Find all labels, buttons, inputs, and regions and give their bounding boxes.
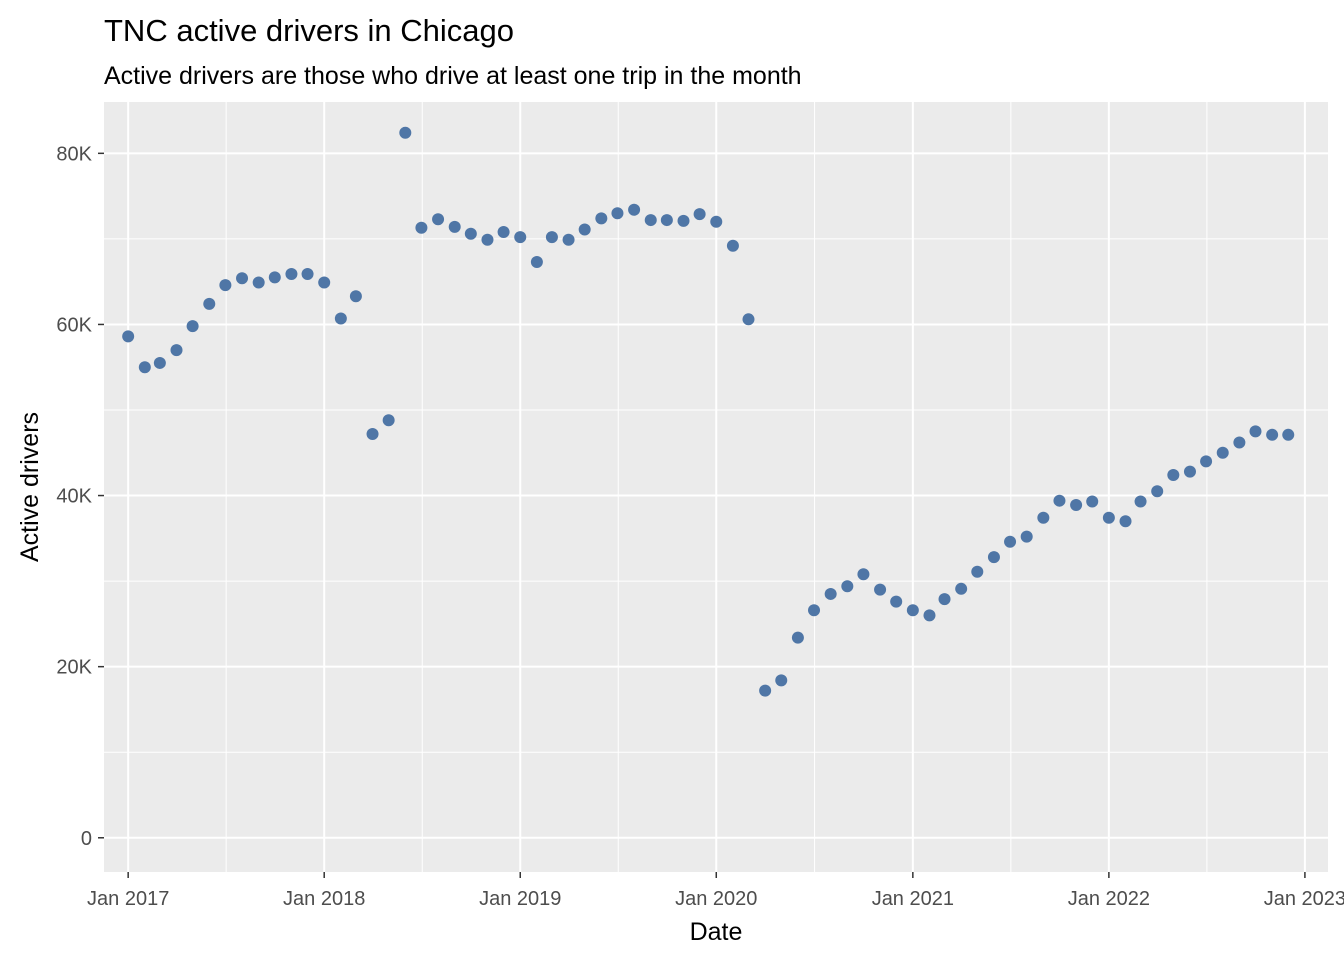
data-point [923,609,936,622]
data-point [824,587,837,600]
data-point [578,223,591,236]
data-point [252,276,265,289]
data-point [1151,485,1164,498]
data-point [301,267,314,280]
data-point [1134,495,1147,508]
data-point [448,220,461,233]
data-point [791,631,804,644]
data-point [759,684,772,697]
data-point [236,272,249,285]
data-point [955,582,968,595]
y-tick-label: 0 [81,828,92,850]
data-point [122,330,135,343]
y-axis-title: Active drivers [16,412,44,562]
data-point [611,207,624,220]
major-gridlines [104,102,1328,872]
data-point [1119,515,1132,528]
data-point [1037,511,1050,524]
data-point [203,297,216,310]
data-point [693,208,706,221]
data-point [726,239,739,252]
data-point [481,233,494,246]
x-tick-label: Jan 2017 [87,888,169,910]
y-tick-label: 60K [56,314,92,336]
data-point [382,414,395,427]
data-point [349,290,362,303]
y-tick-label: 80K [56,143,92,165]
data-point [987,551,1000,564]
data-point [285,267,298,280]
data-point [841,580,854,593]
data-point [1020,530,1033,543]
data-point [660,214,673,227]
x-tick-label: Jan 2023 [1264,888,1344,910]
data-point [1282,428,1295,441]
data-point [153,356,166,369]
x-tick-label: Jan 2022 [1068,888,1150,910]
data-point [971,565,984,578]
data-point [366,427,379,440]
data-point [1102,511,1115,524]
data-point [138,361,151,374]
data-point [1053,494,1066,507]
axes: Jan 2017 Jan 2018 Jan 2019 Jan 2020 Jan 2021… [56,143,1344,910]
data-point [1200,455,1213,468]
data-point [1004,535,1017,548]
data-point [775,674,788,687]
x-tick-label: Jan 2018 [283,888,365,910]
data-point [1070,498,1083,511]
y-tick-label: 20K [56,657,92,679]
x-tick-label: Jan 2020 [675,888,757,910]
data-point [170,344,183,357]
data-point [1216,446,1229,459]
data-point [186,320,199,333]
data-point [1266,428,1279,441]
data-point [874,583,887,596]
data-point [464,227,477,240]
data-point [399,126,412,139]
data-point [1249,425,1262,438]
data-point [742,313,755,326]
chart-subtitle: Active drivers are those who drive at le… [104,62,802,90]
data-point [906,604,919,617]
data-point [334,312,347,325]
data-point [268,271,281,284]
data-point [514,231,527,244]
x-tick-label: Jan 2019 [479,888,561,910]
data-point [677,214,690,227]
data-points [122,126,1295,697]
data-point [415,221,428,234]
data-point [938,593,951,606]
data-point [545,231,558,244]
data-point [857,568,870,581]
x-tick-label: Jan 2021 [872,888,954,910]
data-point [1183,465,1196,478]
data-point [318,276,331,289]
data-point [530,255,543,268]
data-point [644,214,657,227]
x-axis-title: Date [690,918,743,946]
data-point [497,226,510,239]
data-point [808,604,821,617]
data-point [628,203,641,216]
y-tick-label: 40K [56,486,92,508]
data-point [1086,495,1099,508]
data-point [432,213,445,226]
data-point [219,279,232,292]
data-point [1233,436,1246,449]
data-point [1167,469,1180,482]
data-point [562,233,575,246]
chart-title: TNC active drivers in Chicago [104,13,514,48]
data-point [595,212,608,225]
data-point [890,595,903,608]
data-point [710,215,723,228]
